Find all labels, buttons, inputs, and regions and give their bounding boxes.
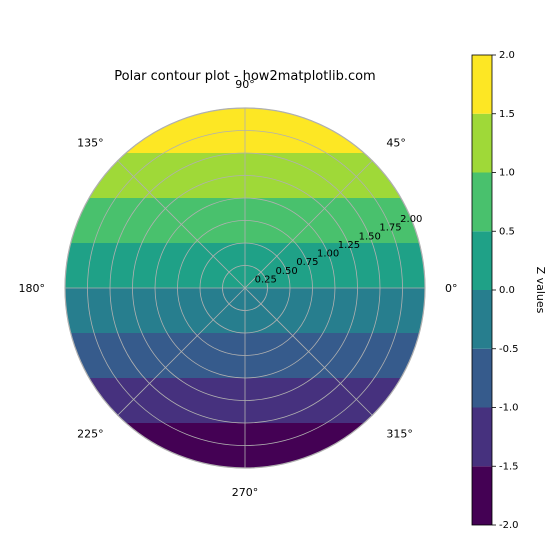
radial-tick-label: 0.50 <box>275 266 297 277</box>
colorbar-segment <box>472 466 492 525</box>
colorbar-segment <box>472 173 492 232</box>
angular-tick-label: 315° <box>386 427 413 440</box>
colorbar-tick-label: -0.5 <box>499 344 519 355</box>
angular-tick-label: 270° <box>232 486 259 499</box>
colorbar-tick-label: 0.5 <box>499 226 515 237</box>
colorbar-segment <box>472 114 492 173</box>
colorbar-segment <box>472 55 492 114</box>
radial-tick-label: 2.00 <box>400 214 422 225</box>
polar-grid <box>65 108 425 468</box>
angular-tick-label: 45° <box>386 137 406 150</box>
colorbar-tick-label: -2.0 <box>499 520 519 531</box>
colorbar-segment <box>472 290 492 349</box>
radial-tick-label: 1.25 <box>338 240 360 251</box>
colorbar-tick-label: 2.0 <box>499 50 515 61</box>
radial-tick-label: 0.25 <box>255 274 277 285</box>
angular-tick-label: 0° <box>445 282 458 295</box>
radial-tick-label: 1.00 <box>317 249 339 260</box>
colorbar-tick-label: 1.5 <box>499 109 515 120</box>
colorbar-segment <box>472 231 492 290</box>
radial-tick-label: 1.50 <box>359 231 381 242</box>
angular-tick-label: 135° <box>77 137 104 150</box>
angular-tick-label: 180° <box>19 282 46 295</box>
angular-tick-label: 225° <box>77 427 104 440</box>
chart-title: Polar contour plot - how2matplotlib.com <box>114 69 375 84</box>
colorbar-tick-label: 0.0 <box>499 285 515 296</box>
colorbar-tick-label: 1.0 <box>499 168 515 179</box>
colorbar-segment <box>472 408 492 467</box>
colorbar-segment <box>472 349 492 408</box>
colorbar-label: Z values <box>534 267 547 314</box>
radial-tick-label: 1.75 <box>379 223 401 234</box>
colorbar-tick-label: -1.5 <box>499 461 519 472</box>
radial-tick-label: 0.75 <box>296 257 318 268</box>
colorbar-tick-label: -1.0 <box>499 403 519 414</box>
